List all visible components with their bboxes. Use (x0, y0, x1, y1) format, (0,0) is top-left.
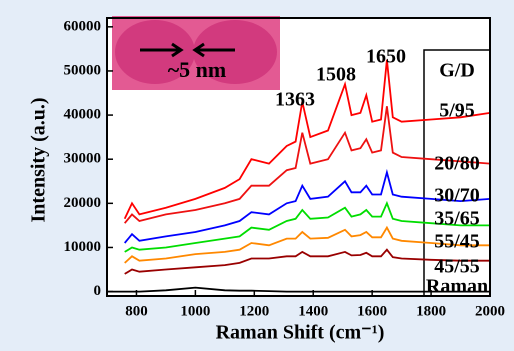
y-tick-label: 30000 (64, 151, 102, 167)
series-label: 30/70 (434, 185, 480, 207)
peak-label: 1650 (366, 46, 406, 68)
y-tick-label: 40000 (64, 107, 102, 123)
x-tick-label: 2000 (475, 303, 505, 319)
y-axis-label: Intensity (a.u.) (28, 97, 50, 222)
legend-title: G/D (439, 60, 475, 82)
y-tick-label: 50000 (64, 62, 102, 78)
x-tick-label: 800 (125, 303, 148, 319)
x-axis-label: Raman Shift (cm⁻¹) (216, 322, 385, 344)
y-tick-label: 0 (94, 283, 102, 299)
x-tick-label: 1600 (357, 303, 387, 319)
x-tick-label: 1400 (298, 303, 328, 319)
inset-label: ~5 nm (168, 57, 227, 82)
peak-label: 1363 (275, 89, 315, 111)
series-label: 35/65 (434, 208, 480, 230)
peak-label: 1508 (316, 64, 356, 86)
chart: Intensity (a.u.) Raman Shift (cm⁻¹) ~5 n… (0, 0, 514, 351)
series-label: 5/95 (439, 100, 475, 122)
series-label: Raman (426, 276, 488, 298)
x-tick-label: 1800 (416, 303, 446, 319)
x-tick-label: 1000 (180, 303, 210, 319)
series-label: 20/80 (434, 153, 480, 175)
x-tick-label: 1200 (239, 303, 269, 319)
series-label: 55/45 (434, 231, 480, 253)
y-tick-label: 60000 (64, 18, 102, 34)
y-tick-label: 10000 (64, 239, 102, 255)
y-tick-label: 20000 (64, 195, 102, 211)
series-label: 45/55 (434, 256, 480, 278)
